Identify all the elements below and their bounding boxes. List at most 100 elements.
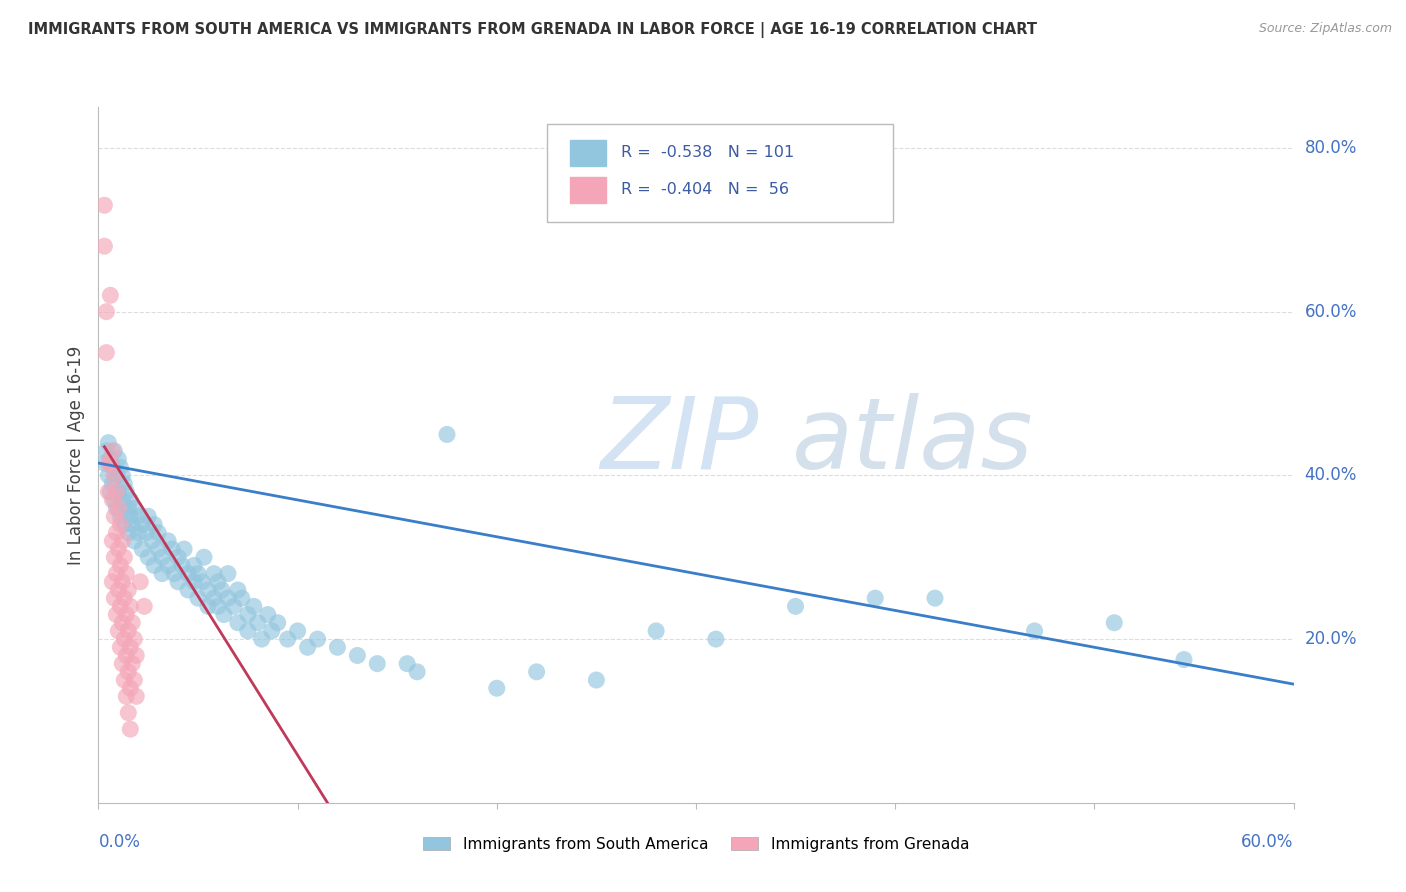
Point bbox=[111, 533, 134, 548]
Point bbox=[115, 648, 138, 663]
Point bbox=[243, 599, 266, 614]
Point bbox=[101, 574, 124, 589]
Text: Source: ZipAtlas.com: Source: ZipAtlas.com bbox=[1258, 22, 1392, 36]
Text: ZIP: ZIP bbox=[600, 392, 759, 490]
Point bbox=[112, 673, 135, 687]
Point bbox=[124, 632, 146, 646]
Point bbox=[148, 542, 170, 557]
Point bbox=[136, 509, 159, 524]
Point bbox=[111, 468, 134, 483]
Point bbox=[105, 607, 128, 622]
Point bbox=[98, 456, 122, 470]
Point bbox=[117, 501, 139, 516]
Point bbox=[157, 533, 180, 548]
Text: 80.0%: 80.0% bbox=[1305, 139, 1357, 157]
Point bbox=[924, 591, 946, 606]
Point bbox=[121, 517, 143, 532]
Point bbox=[135, 525, 157, 540]
Text: 0.0%: 0.0% bbox=[98, 833, 141, 851]
Point bbox=[177, 582, 200, 597]
Point bbox=[236, 624, 259, 638]
Point bbox=[117, 624, 139, 638]
Point bbox=[96, 304, 118, 318]
Point bbox=[125, 648, 148, 663]
Point bbox=[101, 492, 124, 507]
Point bbox=[103, 443, 125, 458]
Point bbox=[366, 657, 388, 671]
Point bbox=[207, 599, 229, 614]
Point bbox=[96, 443, 118, 458]
Point bbox=[326, 640, 349, 655]
Point bbox=[112, 591, 135, 606]
Point bbox=[101, 460, 124, 475]
Point bbox=[124, 533, 146, 548]
Point bbox=[163, 566, 186, 581]
Point bbox=[167, 574, 190, 589]
Point bbox=[125, 690, 148, 704]
Point bbox=[148, 525, 170, 540]
Point bbox=[101, 443, 124, 458]
Point bbox=[112, 632, 135, 646]
Point bbox=[131, 542, 153, 557]
Point bbox=[105, 525, 128, 540]
Point bbox=[150, 550, 173, 565]
Text: 40.0%: 40.0% bbox=[1305, 467, 1357, 484]
Y-axis label: In Labor Force | Age 16-19: In Labor Force | Age 16-19 bbox=[66, 345, 84, 565]
Point bbox=[121, 657, 143, 671]
Point bbox=[112, 550, 135, 565]
Point bbox=[97, 435, 120, 450]
Point bbox=[107, 542, 129, 557]
Bar bbox=[571, 177, 606, 203]
Point bbox=[120, 492, 142, 507]
Point bbox=[212, 607, 235, 622]
Point bbox=[585, 673, 607, 687]
Point bbox=[105, 468, 128, 483]
Point bbox=[93, 456, 115, 470]
Point bbox=[406, 665, 429, 679]
Point bbox=[98, 484, 122, 499]
Point bbox=[117, 582, 139, 597]
Point bbox=[277, 632, 299, 646]
Point bbox=[436, 427, 458, 442]
Point bbox=[485, 681, 508, 696]
Point bbox=[134, 599, 156, 614]
Point bbox=[141, 533, 163, 548]
Point bbox=[250, 632, 273, 646]
Point bbox=[117, 665, 139, 679]
Point bbox=[226, 582, 249, 597]
Point bbox=[107, 484, 129, 499]
Point bbox=[211, 582, 233, 597]
FancyBboxPatch shape bbox=[547, 124, 893, 222]
Point bbox=[110, 460, 132, 475]
Point bbox=[111, 574, 134, 589]
Point bbox=[267, 615, 290, 630]
Point bbox=[287, 624, 309, 638]
Point bbox=[127, 509, 149, 524]
Point bbox=[112, 517, 135, 532]
Point bbox=[526, 665, 548, 679]
Point bbox=[117, 525, 139, 540]
Point bbox=[105, 484, 128, 499]
Point bbox=[97, 456, 120, 470]
Point bbox=[105, 501, 128, 516]
Point bbox=[207, 574, 229, 589]
Point bbox=[115, 566, 138, 581]
Point bbox=[115, 607, 138, 622]
Point bbox=[97, 484, 120, 499]
Point bbox=[202, 566, 225, 581]
Point bbox=[98, 288, 122, 302]
Text: R =  -0.538   N = 101: R = -0.538 N = 101 bbox=[620, 145, 794, 161]
Point bbox=[183, 558, 205, 573]
Text: 20.0%: 20.0% bbox=[1305, 630, 1357, 648]
Point bbox=[396, 657, 419, 671]
Point bbox=[103, 591, 125, 606]
Point bbox=[136, 550, 159, 565]
Point bbox=[231, 591, 253, 606]
Point bbox=[1102, 615, 1125, 630]
Point bbox=[105, 566, 128, 581]
Point bbox=[785, 599, 807, 614]
Point bbox=[98, 452, 122, 467]
Point bbox=[143, 558, 166, 573]
Bar bbox=[571, 140, 606, 166]
Point bbox=[157, 558, 180, 573]
